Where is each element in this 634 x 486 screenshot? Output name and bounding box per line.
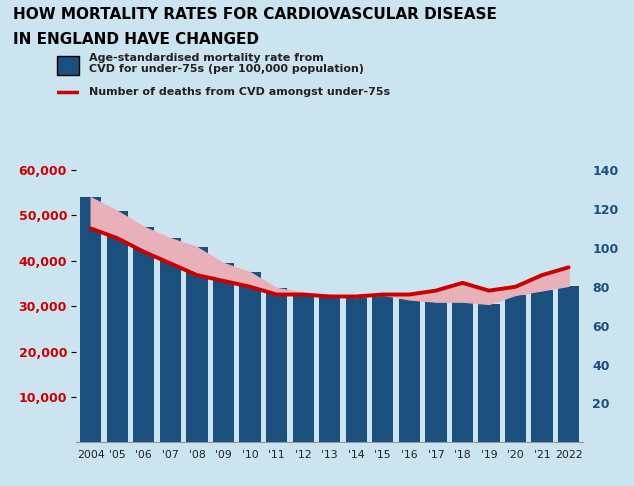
Bar (399, 299, 420, 442)
Text: CVD for under-75s (per 100,000 population): CVD for under-75s (per 100,000 populatio… (89, 64, 364, 74)
Text: Age-standardised mortality rate from: Age-standardised mortality rate from (89, 53, 323, 64)
Text: HOW MORTALITY RATES FOR CARDIOVASCULAR DISEASE: HOW MORTALITY RATES FOR CARDIOVASCULAR D… (13, 7, 496, 22)
Bar (479, 304, 500, 442)
Bar (558, 286, 579, 442)
Bar (452, 302, 473, 442)
Bar (213, 263, 234, 442)
Bar (505, 295, 526, 442)
Bar (133, 227, 155, 442)
Text: Number of deaths from CVD amongst under-75s: Number of deaths from CVD amongst under-… (89, 87, 390, 97)
Bar (266, 288, 287, 442)
Bar (425, 302, 446, 442)
Bar (240, 272, 261, 442)
Bar (292, 293, 314, 442)
Text: IN ENGLAND HAVE CHANGED: IN ENGLAND HAVE CHANGED (13, 32, 259, 47)
Bar (372, 295, 394, 442)
Bar (531, 290, 553, 442)
Bar (186, 247, 207, 442)
Bar (346, 297, 367, 442)
Bar (319, 295, 340, 442)
Bar (80, 197, 101, 442)
Bar (160, 238, 181, 442)
Bar (107, 211, 128, 442)
